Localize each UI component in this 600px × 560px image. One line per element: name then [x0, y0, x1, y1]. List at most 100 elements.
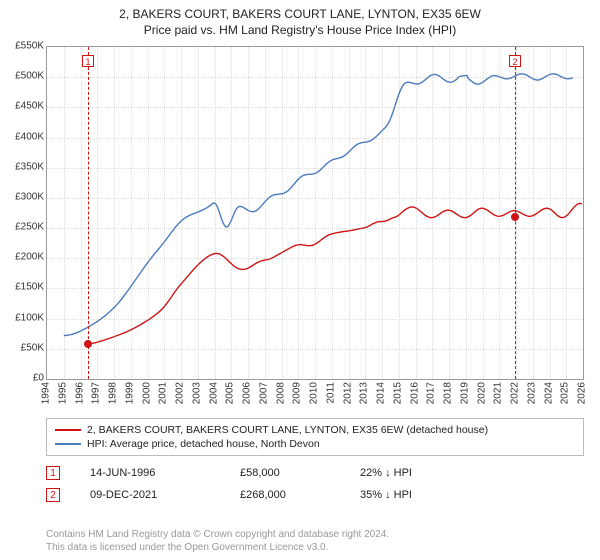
- gridline-v: [248, 47, 249, 379]
- y-tick-label: £450K: [4, 101, 44, 112]
- gridline-v: [382, 47, 383, 379]
- gridline-v: [332, 47, 333, 379]
- gridline-v: [181, 47, 182, 379]
- gridline-v: [449, 47, 450, 379]
- series-property: [88, 204, 582, 345]
- event-row-delta: 35% ↓ HPI: [360, 489, 460, 501]
- gridline-v: [265, 47, 266, 379]
- x-tick-label: 2019: [459, 382, 470, 404]
- gridline-v: [499, 47, 500, 379]
- chart-title: 2, BAKERS COURT, BAKERS COURT LANE, LYNT…: [0, 0, 600, 38]
- x-tick-label: 2025: [560, 382, 571, 404]
- gridline-v: [282, 47, 283, 379]
- y-tick-label: £300K: [4, 191, 44, 202]
- gridline-v: [198, 47, 199, 379]
- event-row-marker: 1: [46, 466, 60, 480]
- y-tick-label: £350K: [4, 161, 44, 172]
- gridline-v: [550, 47, 551, 379]
- gridline-v: [315, 47, 316, 379]
- x-tick-label: 2017: [426, 382, 437, 404]
- y-tick-label: £550K: [4, 41, 44, 52]
- event-row-marker: 2: [46, 488, 60, 502]
- x-tick-label: 2023: [526, 382, 537, 404]
- event-table: 1 14-JUN-1996 £58,000 22% ↓ HPI 2 09-DEC-2021…: [46, 462, 584, 506]
- gridline-v: [215, 47, 216, 379]
- gridline-v: [81, 47, 82, 379]
- gridline-v: [416, 47, 417, 379]
- legend: 2, BAKERS COURT, BAKERS COURT LANE, LYNT…: [46, 418, 584, 456]
- x-tick-label: 1995: [57, 382, 68, 404]
- y-tick-label: £50K: [4, 342, 44, 353]
- gridline-v: [148, 47, 149, 379]
- x-tick-label: 1996: [74, 382, 85, 404]
- gridline-v: [566, 47, 567, 379]
- event-line: [88, 47, 89, 379]
- chart-container: 2, BAKERS COURT, BAKERS COURT LANE, LYNT…: [0, 0, 600, 560]
- x-tick-label: 2015: [392, 382, 403, 404]
- x-tick-label: 2003: [191, 382, 202, 404]
- x-tick-label: 1997: [91, 382, 102, 404]
- gridline-v: [466, 47, 467, 379]
- event-dot: [511, 213, 519, 221]
- y-tick-label: £100K: [4, 312, 44, 323]
- event-row-delta: 22% ↓ HPI: [360, 467, 460, 479]
- y-tick-label: £0: [4, 373, 44, 384]
- gridline-v: [365, 47, 366, 379]
- x-tick-label: 2018: [443, 382, 454, 404]
- y-tick-label: £500K: [4, 71, 44, 82]
- x-tick-label: 2006: [242, 382, 253, 404]
- legend-item: 2, BAKERS COURT, BAKERS COURT LANE, LYNT…: [55, 423, 575, 437]
- plot-area: 12: [46, 46, 584, 380]
- x-tick-label: 2010: [309, 382, 320, 404]
- gridline-v: [97, 47, 98, 379]
- legend-label: HPI: Average price, detached house, Nort…: [87, 438, 320, 450]
- gridline-v: [231, 47, 232, 379]
- legend-item: HPI: Average price, detached house, Nort…: [55, 437, 575, 451]
- x-tick-label: 2022: [510, 382, 521, 404]
- gridline-v: [114, 47, 115, 379]
- title-line-1: 2, BAKERS COURT, BAKERS COURT LANE, LYNT…: [0, 6, 600, 22]
- x-tick-label: 2009: [292, 382, 303, 404]
- event-row-date: 09-DEC-2021: [90, 489, 220, 501]
- x-tick-label: 2002: [175, 382, 186, 404]
- x-tick-label: 2020: [476, 382, 487, 404]
- x-tick-label: 2013: [359, 382, 370, 404]
- event-dot: [84, 340, 92, 348]
- attribution-footer: Contains HM Land Registry data © Crown c…: [46, 528, 584, 554]
- gridline-v: [483, 47, 484, 379]
- event-row-price: £268,000: [240, 489, 340, 501]
- x-tick-label: 2004: [208, 382, 219, 404]
- gridline-v: [64, 47, 65, 379]
- event-row: 2 09-DEC-2021 £268,000 35% ↓ HPI: [46, 484, 584, 506]
- x-tick-label: 2007: [258, 382, 269, 404]
- x-tick-label: 2005: [225, 382, 236, 404]
- gridline-v: [349, 47, 350, 379]
- footer-line-1: Contains HM Land Registry data © Crown c…: [46, 528, 584, 541]
- y-tick-label: £400K: [4, 131, 44, 142]
- gridline-v: [164, 47, 165, 379]
- legend-swatch: [55, 429, 81, 431]
- x-tick-label: 2016: [409, 382, 420, 404]
- x-tick-label: 2008: [275, 382, 286, 404]
- legend-swatch: [55, 443, 81, 445]
- x-tick-label: 2024: [543, 382, 554, 404]
- x-tick-label: 2021: [493, 382, 504, 404]
- x-tick-label: 2011: [325, 382, 336, 404]
- event-row-price: £58,000: [240, 467, 340, 479]
- event-row: 1 14-JUN-1996 £58,000 22% ↓ HPI: [46, 462, 584, 484]
- x-tick-label: 1994: [41, 382, 52, 404]
- gridline-v: [298, 47, 299, 379]
- y-tick-label: £150K: [4, 282, 44, 293]
- gridline-v: [131, 47, 132, 379]
- x-tick-label: 2000: [141, 382, 152, 404]
- gridline-v: [432, 47, 433, 379]
- x-tick-label: 2001: [158, 382, 169, 404]
- title-line-2: Price paid vs. HM Land Registry's House …: [0, 22, 600, 38]
- event-marker: 1: [82, 55, 94, 67]
- x-tick-label: 1998: [108, 382, 119, 404]
- event-row-date: 14-JUN-1996: [90, 467, 220, 479]
- y-tick-label: £250K: [4, 222, 44, 233]
- footer-line-2: This data is licensed under the Open Gov…: [46, 541, 584, 554]
- gridline-v: [399, 47, 400, 379]
- series-hpi: [64, 74, 573, 336]
